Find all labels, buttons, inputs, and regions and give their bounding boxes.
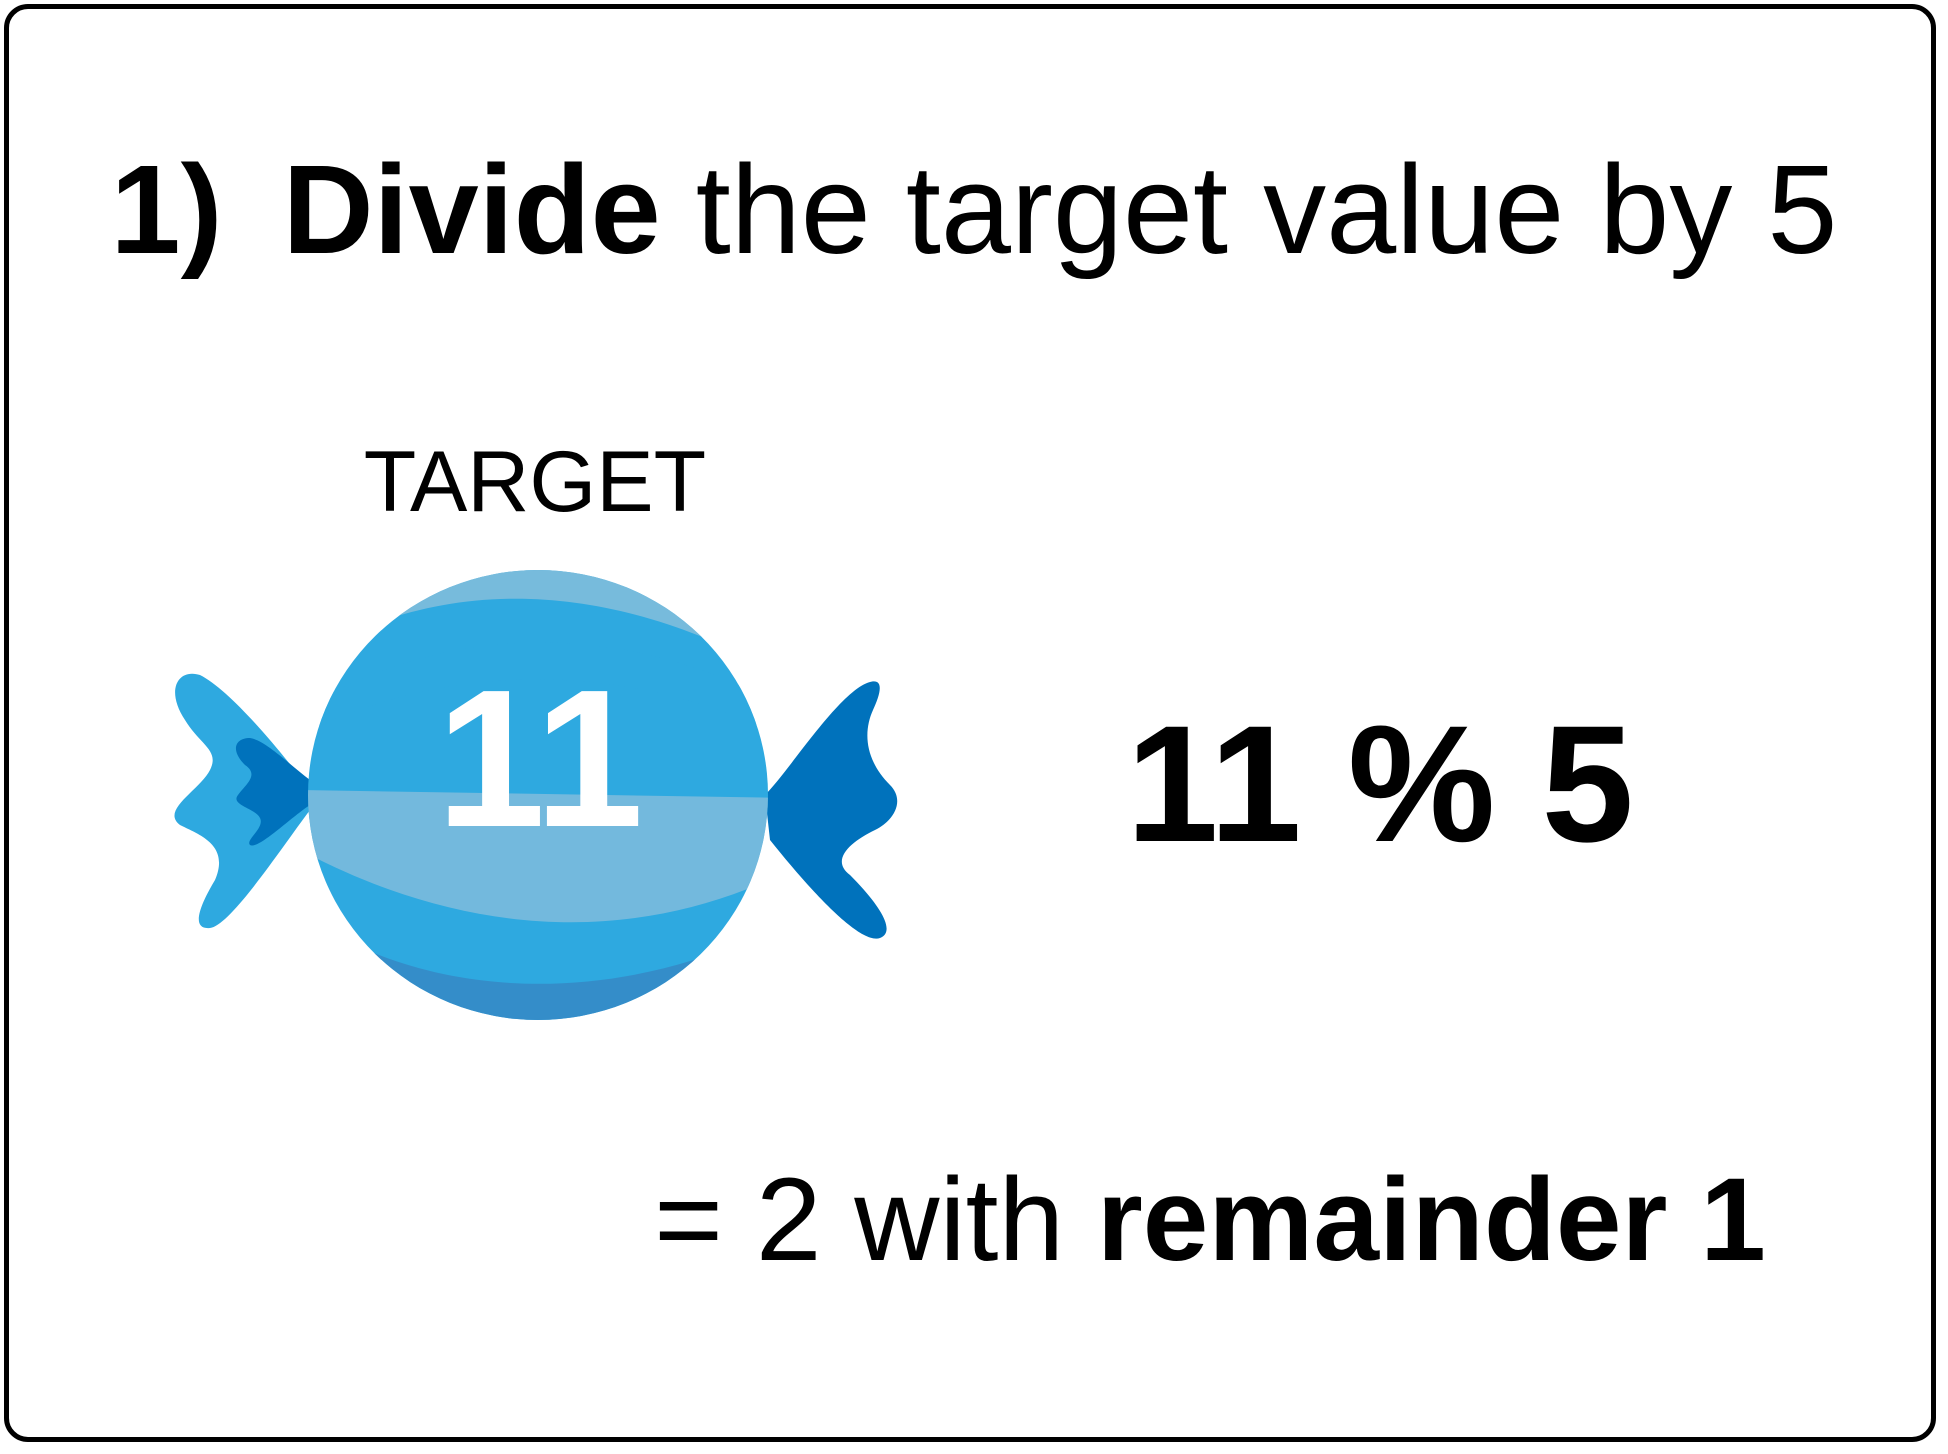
result-prefix: = 2 with xyxy=(654,1154,1065,1286)
step-heading: 1) Divide the target value by 5 xyxy=(0,135,1948,285)
candy-right-wing xyxy=(765,681,898,939)
candy-left-wing-fold xyxy=(235,738,310,846)
heading-verb: Divide xyxy=(282,139,661,280)
modulo-expression: 11 % 5 xyxy=(1126,692,1634,877)
heading-text: the target value by 5 xyxy=(695,139,1838,280)
candy-icon xyxy=(174,570,898,1020)
target-label: TARGET xyxy=(363,434,707,530)
step-number: 1) xyxy=(110,139,223,280)
target-value: 11 xyxy=(436,649,644,868)
result-remainder: remainder 1 xyxy=(1096,1154,1766,1286)
result-text: = 2 with remainder 1 xyxy=(560,1150,1860,1290)
